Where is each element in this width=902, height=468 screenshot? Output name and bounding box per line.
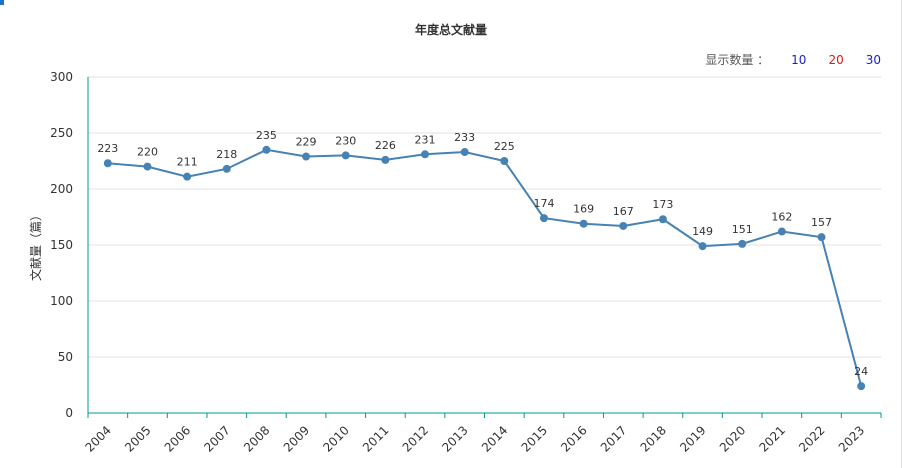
data-point [698, 242, 707, 251]
data-point [857, 382, 866, 391]
data-point [262, 145, 271, 154]
data-point [539, 214, 548, 223]
x-tick-label: 2015 [519, 423, 550, 454]
x-tick-label: 2023 [836, 423, 867, 454]
data-point [143, 162, 152, 171]
data-label: 223 [97, 142, 118, 155]
x-tick-label: 2010 [320, 423, 351, 454]
data-point [777, 227, 786, 236]
data-point [302, 152, 311, 161]
data-label: 233 [454, 131, 475, 144]
data-label: 149 [692, 225, 713, 238]
x-tick-label: 2012 [400, 423, 431, 454]
y-tick-label: 200 [50, 182, 73, 196]
data-label: 218 [216, 148, 237, 161]
x-tick-label: 2021 [756, 423, 787, 454]
x-tick-label: 2011 [360, 423, 391, 454]
data-point [738, 239, 747, 248]
y-tick-label: 250 [50, 126, 73, 140]
data-point [619, 221, 628, 230]
x-tick-label: 2009 [281, 423, 312, 454]
data-label: 167 [613, 205, 634, 218]
data-label: 230 [335, 134, 356, 147]
y-tick-label: 300 [50, 70, 73, 84]
data-point [579, 219, 588, 228]
data-point [500, 157, 509, 165]
data-label: 157 [811, 216, 832, 229]
data-label: 169 [573, 203, 594, 216]
x-tick-label: 2020 [717, 423, 748, 454]
display-count-option-30[interactable]: 30 [865, 52, 881, 67]
data-label: 231 [415, 133, 436, 146]
display-count-option-20[interactable]: 20 [828, 52, 844, 67]
y-axis-title: 文献量（篇） [28, 209, 43, 281]
x-tick-label: 2022 [796, 423, 827, 454]
x-tick-label: 2017 [598, 423, 629, 454]
x-tick-label: 2004 [82, 423, 113, 454]
series-line [107, 148, 863, 387]
data-label: 225 [494, 140, 515, 153]
data-label: 24 [854, 365, 868, 378]
y-tick-label: 150 [50, 238, 73, 252]
data-point [381, 155, 390, 164]
x-tick-label: 2014 [479, 423, 510, 454]
x-tick-label: 2008 [241, 423, 272, 454]
data-point [103, 159, 112, 168]
data-label: 173 [652, 198, 673, 211]
x-tick-label: 2006 [162, 423, 193, 454]
data-label: 235 [256, 129, 277, 142]
chart-title: 年度总文献量 [414, 23, 487, 37]
display-count-option-10[interactable]: 10 [791, 52, 807, 67]
data-label: 226 [375, 139, 396, 152]
data-point [341, 151, 350, 160]
x-tick-label: 2007 [201, 423, 232, 454]
x-tick-label: 2019 [677, 423, 708, 454]
y-tick-label: 100 [50, 294, 73, 308]
data-label: 151 [732, 223, 753, 236]
corner-accent [0, 0, 4, 5]
y-tick-label: 50 [58, 350, 73, 364]
data-point [222, 164, 231, 173]
data-label: 220 [137, 146, 158, 159]
data-point [817, 233, 826, 242]
x-tick-label: 2013 [439, 423, 470, 454]
display-count-label: 显示数量 ： [705, 53, 770, 67]
data-point [460, 148, 469, 157]
data-label: 162 [771, 211, 792, 224]
data-point [183, 172, 192, 181]
display-count-switcher: 显示数量 ： 10 20 30 [705, 51, 881, 68]
data-label: 211 [177, 156, 198, 169]
x-tick-label: 2005 [122, 423, 153, 454]
data-label: 174 [533, 197, 554, 210]
x-tick-label: 2016 [558, 423, 589, 454]
data-point [658, 215, 667, 224]
data-point [421, 150, 430, 159]
x-tick-label: 2018 [638, 423, 669, 454]
y-tick-label: 0 [65, 406, 73, 420]
data-label: 229 [296, 136, 317, 149]
